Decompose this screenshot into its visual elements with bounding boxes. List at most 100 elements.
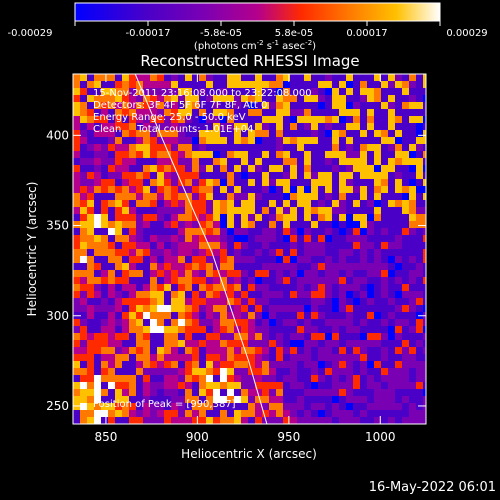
heatmap-cell — [381, 270, 388, 277]
heatmap-cell — [178, 221, 185, 228]
heatmap-cell — [87, 284, 94, 291]
heatmap-cell — [381, 256, 388, 263]
heatmap-cell — [346, 158, 353, 165]
heatmap-cell — [339, 221, 346, 228]
heatmap-cell — [108, 340, 115, 347]
heatmap-cell — [185, 235, 192, 242]
heatmap-cell — [220, 403, 227, 410]
heatmap-cell — [143, 123, 150, 130]
heatmap-cell — [346, 277, 353, 284]
heatmap-cell — [129, 396, 136, 403]
heatmap-cell — [283, 347, 290, 354]
heatmap-cell — [122, 137, 129, 144]
heatmap-cell — [87, 186, 94, 193]
heatmap-cell — [164, 417, 171, 424]
heatmap-cell — [73, 340, 80, 347]
heatmap-cell — [129, 151, 136, 158]
heatmap-cell — [136, 417, 143, 424]
heatmap-cell — [108, 326, 115, 333]
heatmap-cell — [262, 179, 269, 186]
heatmap-cell — [178, 144, 185, 151]
heatmap-cell — [136, 410, 143, 417]
heatmap-cell — [164, 291, 171, 298]
heatmap-cell — [388, 200, 395, 207]
heatmap-cell — [136, 326, 143, 333]
heatmap-cell — [108, 144, 115, 151]
heatmap-cell — [227, 130, 234, 137]
heatmap-cell — [339, 165, 346, 172]
heatmap-cell — [304, 116, 311, 123]
heatmap-cell — [339, 410, 346, 417]
heatmap-cell — [248, 312, 255, 319]
heatmap-cell — [255, 228, 262, 235]
heatmap-cell — [353, 277, 360, 284]
heatmap-cell — [325, 277, 332, 284]
heatmap-cell — [220, 165, 227, 172]
heatmap-cell — [360, 137, 367, 144]
heatmap-cell — [73, 256, 80, 263]
heatmap-cell — [255, 354, 262, 361]
heatmap-cell — [304, 263, 311, 270]
heatmap-cell — [381, 305, 388, 312]
heatmap-cell — [269, 389, 276, 396]
heatmap-cell — [143, 347, 150, 354]
heatmap-cell — [297, 158, 304, 165]
heatmap-cell — [199, 277, 206, 284]
colorbar-tick-label: 5.8e-05 — [275, 28, 313, 39]
heatmap-cell — [94, 354, 101, 361]
heatmap-cell — [346, 417, 353, 424]
heatmap-cell — [150, 151, 157, 158]
heatmap-cell — [206, 95, 213, 102]
heatmap-cell — [374, 165, 381, 172]
heatmap-cell — [269, 417, 276, 424]
heatmap-cell — [164, 312, 171, 319]
heatmap-cell — [290, 263, 297, 270]
heatmap-cell — [234, 319, 241, 326]
heatmap-cell — [227, 347, 234, 354]
heatmap-cell — [143, 102, 150, 109]
heatmap-cell — [276, 144, 283, 151]
heatmap-cell — [388, 410, 395, 417]
heatmap-cell — [199, 361, 206, 368]
heatmap-cell — [290, 221, 297, 228]
heatmap-cell — [367, 389, 374, 396]
heatmap-cell — [150, 186, 157, 193]
heatmap-cell — [241, 235, 248, 242]
heatmap-cell — [241, 263, 248, 270]
heatmap-cell — [234, 382, 241, 389]
heatmap-cell — [409, 242, 416, 249]
heatmap-cell — [311, 242, 318, 249]
heatmap-cell — [171, 81, 178, 88]
heatmap-cell — [129, 95, 136, 102]
heatmap-cell — [199, 151, 206, 158]
heatmap-cell — [248, 151, 255, 158]
heatmap-cell — [94, 389, 101, 396]
heatmap-cell — [381, 396, 388, 403]
heatmap-cell — [332, 207, 339, 214]
heatmap-cell — [416, 389, 423, 396]
heatmap-cell — [416, 88, 423, 95]
chart-title: Reconstructed RHESSI Image — [140, 52, 360, 70]
heatmap-cell — [248, 319, 255, 326]
heatmap-cell — [395, 284, 402, 291]
heatmap-cell — [290, 95, 297, 102]
heatmap-cell — [409, 172, 416, 179]
heatmap-cell — [213, 382, 220, 389]
heatmap-cell — [269, 221, 276, 228]
heatmap-cell — [192, 179, 199, 186]
heatmap-cell — [395, 242, 402, 249]
heatmap-cell — [73, 228, 80, 235]
heatmap-cell — [262, 340, 269, 347]
heatmap-cell — [199, 74, 206, 81]
heatmap-cell — [206, 298, 213, 305]
heatmap-cell — [388, 319, 395, 326]
heatmap-cell — [248, 298, 255, 305]
heatmap-cell — [423, 389, 426, 396]
heatmap-cell — [395, 298, 402, 305]
heatmap-cell — [73, 102, 80, 109]
heatmap-cell — [262, 151, 269, 158]
heatmap-cell — [262, 284, 269, 291]
heatmap-cell — [416, 214, 423, 221]
heatmap-cell — [416, 361, 423, 368]
heatmap-cell — [262, 95, 269, 102]
